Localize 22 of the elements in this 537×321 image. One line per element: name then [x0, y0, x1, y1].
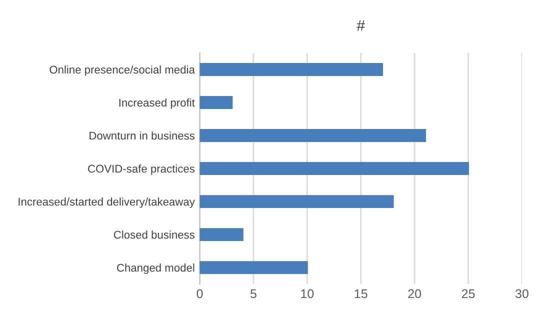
chart-title: # — [356, 20, 366, 31]
x-tick-label: 15 — [354, 289, 368, 298]
x-tick-label: 5 — [250, 289, 256, 298]
y-tick-label: COVID-safe practices — [88, 164, 195, 175]
bar — [200, 129, 426, 142]
y-tick-label: Increased profit — [119, 98, 195, 109]
bar — [200, 162, 469, 175]
x-tick-label: 30 — [515, 289, 528, 298]
y-tick-label: Closed business — [114, 230, 195, 239]
bar — [200, 96, 233, 109]
bar — [200, 228, 244, 242]
x-tick-label: 0 — [196, 289, 203, 298]
x-tick-label: 20 — [408, 289, 422, 298]
x-tick-label: 25 — [462, 289, 475, 298]
bar — [200, 261, 308, 274]
y-tick-label: Changed model — [117, 264, 194, 274]
bar — [200, 63, 384, 76]
bar — [200, 195, 394, 208]
x-tick-label: 10 — [301, 289, 314, 298]
y-tick-label: Downturn in business — [90, 131, 195, 140]
y-tick-label: Online presence/social media — [50, 65, 195, 76]
y-tick-label: Increased/started delivery/takeaway — [18, 198, 195, 208]
